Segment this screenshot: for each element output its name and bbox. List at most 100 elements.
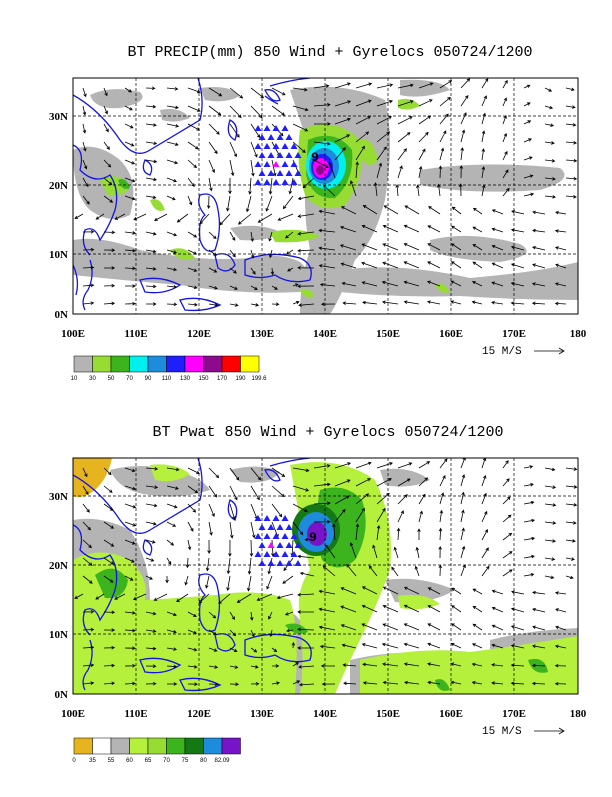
wind-arrow bbox=[418, 461, 431, 469]
wind-arrow bbox=[343, 681, 357, 686]
wind-arrow bbox=[403, 280, 420, 287]
wind-arrow bbox=[313, 122, 331, 126]
colorbar-swatch bbox=[92, 737, 112, 755]
wind-arrow bbox=[282, 575, 294, 584]
gyre-marker bbox=[272, 161, 280, 167]
wind-arrow bbox=[554, 282, 567, 287]
wind-arrow bbox=[184, 575, 189, 586]
wind-arrow bbox=[510, 228, 525, 233]
wind-arrow bbox=[103, 575, 114, 583]
wind-arrow bbox=[334, 479, 351, 487]
wind-arrow bbox=[198, 593, 210, 604]
gyre-marker bbox=[290, 143, 298, 149]
wind-arrow bbox=[288, 177, 294, 195]
x-tick-label: 180 bbox=[570, 708, 587, 720]
wind-arrow bbox=[502, 132, 507, 143]
wind-arrow bbox=[208, 159, 215, 173]
wind-arrow bbox=[397, 116, 413, 125]
wind-arrow bbox=[565, 503, 578, 507]
wind-arrow bbox=[250, 303, 260, 307]
wind-arrow bbox=[297, 284, 315, 288]
gyre-marker bbox=[258, 170, 266, 176]
x-tick-label: 150E bbox=[376, 708, 400, 720]
wind-arrow bbox=[145, 485, 159, 489]
x-tick-label: 170E bbox=[502, 328, 526, 340]
wind-arrow bbox=[304, 537, 315, 542]
gyre-location-markers bbox=[254, 125, 302, 185]
gyre-marker bbox=[267, 134, 275, 140]
wind-arrow bbox=[187, 647, 198, 652]
wind-arrow bbox=[166, 141, 179, 146]
wind-arrow bbox=[313, 464, 331, 469]
wind-arrow bbox=[438, 545, 442, 559]
x-tick-label: 120E bbox=[187, 328, 211, 340]
wind-arrow bbox=[245, 195, 252, 213]
wind-arrow bbox=[355, 82, 373, 89]
wind-arrow bbox=[266, 575, 273, 590]
wind-arrow bbox=[471, 300, 483, 305]
wind-arrow bbox=[481, 95, 487, 107]
wind-arrow bbox=[208, 285, 218, 290]
wind-arrow bbox=[318, 589, 336, 595]
wind-arrow bbox=[418, 99, 433, 107]
grid-lines bbox=[73, 78, 578, 314]
wind-arrow bbox=[502, 514, 512, 523]
gyre-marker bbox=[272, 533, 280, 539]
wind-arrow bbox=[124, 105, 133, 111]
wind-arrow bbox=[299, 571, 315, 577]
wind-arrow bbox=[439, 492, 445, 505]
wind-arrow bbox=[427, 587, 441, 595]
wind-arrow bbox=[334, 117, 351, 125]
wind-arrow bbox=[471, 680, 483, 685]
gyre-marker bbox=[290, 179, 298, 185]
wind-arrow bbox=[145, 123, 157, 127]
wind-arrow bbox=[427, 662, 441, 667]
wind-arrow bbox=[124, 266, 136, 271]
wind-arrow bbox=[437, 183, 441, 197]
x-tick-label: 120E bbox=[187, 708, 211, 720]
gyre-marker bbox=[281, 125, 289, 131]
wind-arrow bbox=[427, 261, 441, 269]
wind-arrow bbox=[481, 112, 486, 125]
wind-arrow bbox=[297, 248, 315, 253]
wind-arrow bbox=[361, 643, 378, 649]
wind-arrow bbox=[103, 539, 115, 547]
wind-arrow bbox=[226, 557, 231, 575]
colorbar-label: 55 bbox=[108, 758, 115, 764]
gyre-marker bbox=[254, 533, 262, 539]
wind-arrow bbox=[166, 611, 177, 617]
wind-arrow bbox=[318, 209, 336, 215]
colorbar-label: 199.6 bbox=[251, 376, 267, 382]
wind-arrow bbox=[287, 267, 294, 272]
wind-arrow bbox=[229, 611, 235, 621]
wind-arrow bbox=[481, 565, 490, 577]
wind-arrow bbox=[481, 510, 488, 523]
wind-arrow bbox=[132, 593, 147, 601]
wind-arrow bbox=[103, 663, 116, 668]
wind-arrow bbox=[82, 610, 95, 614]
wind-arrow bbox=[229, 303, 239, 307]
wind-arrow bbox=[229, 467, 240, 481]
wind-arrow bbox=[318, 228, 336, 233]
wind-arrow bbox=[565, 140, 578, 145]
wind-arrow bbox=[313, 159, 329, 168]
colorbar-swatch bbox=[221, 737, 241, 755]
wind-arrow bbox=[124, 485, 137, 491]
wind-arrow bbox=[125, 284, 136, 288]
wind-arrow bbox=[82, 521, 91, 531]
wind-arrow bbox=[205, 557, 210, 572]
wind-arrow bbox=[208, 303, 219, 307]
wind-arrow bbox=[187, 485, 199, 494]
wind-arrow bbox=[268, 231, 273, 242]
wind-arrow bbox=[292, 467, 310, 472]
x-tick-label: 100E bbox=[61, 708, 85, 720]
wind-arrow bbox=[523, 465, 534, 469]
wind-arrow bbox=[114, 213, 126, 220]
wind-arrow bbox=[229, 159, 235, 177]
wind-arrow bbox=[502, 169, 509, 179]
wind-arrow bbox=[208, 521, 213, 536]
storm-number: 9 bbox=[309, 530, 317, 545]
colorbar-swatch bbox=[147, 737, 167, 755]
wind-arrow bbox=[565, 194, 577, 199]
